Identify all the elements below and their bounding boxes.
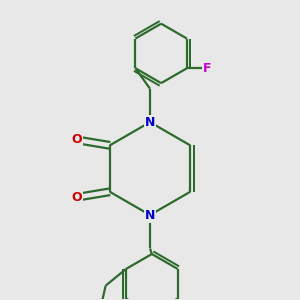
Text: N: N (145, 208, 155, 221)
Text: O: O (71, 133, 82, 146)
Text: O: O (71, 191, 82, 204)
Text: F: F (203, 62, 212, 75)
Text: N: N (145, 116, 155, 129)
